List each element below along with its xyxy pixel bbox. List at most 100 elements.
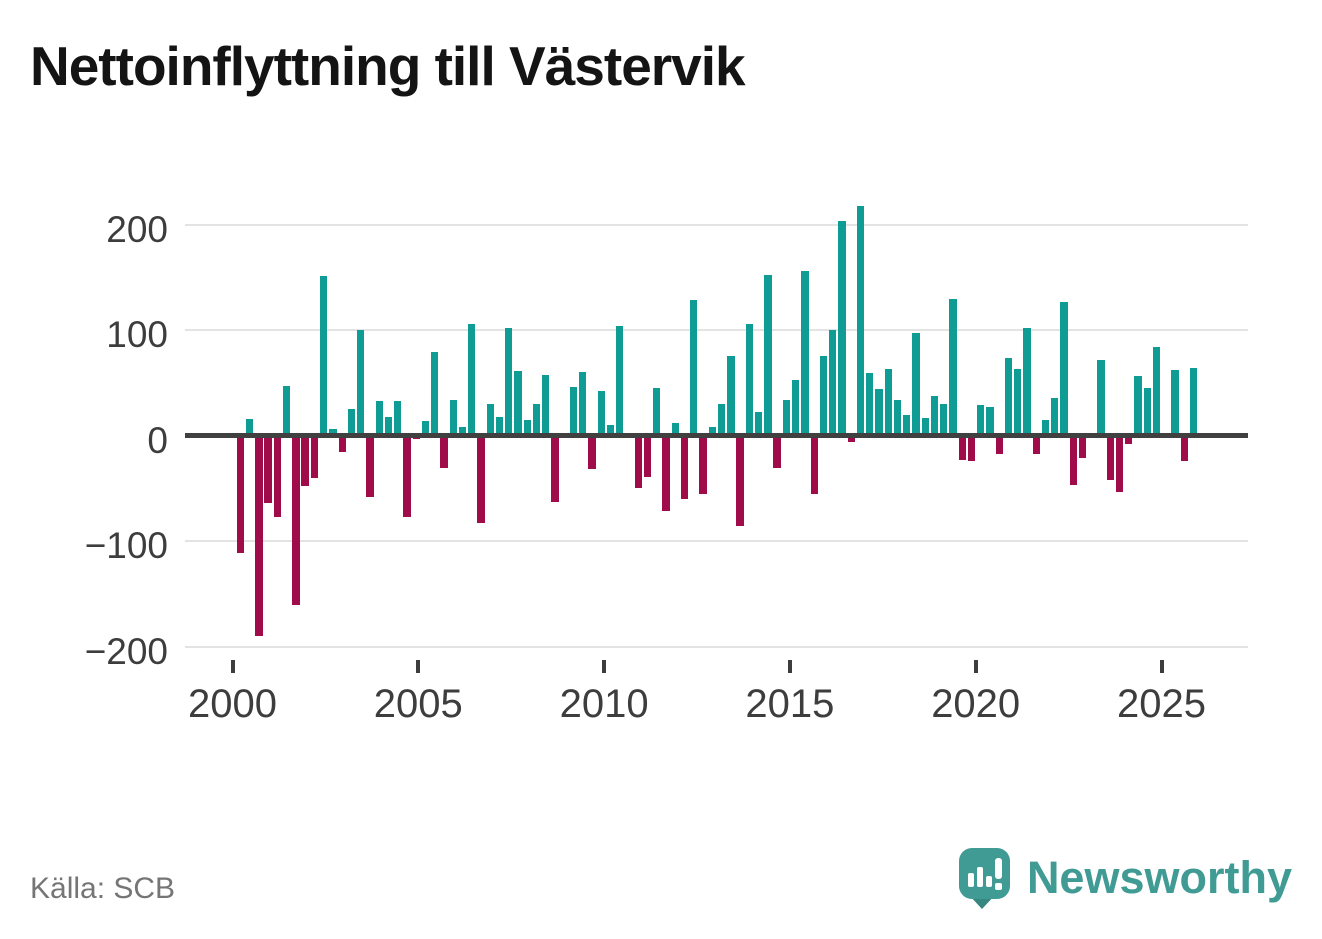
bar-2006-q4 xyxy=(486,403,494,436)
bar-2012-q4 xyxy=(708,427,716,436)
bar-2019-q2 xyxy=(949,299,957,436)
bar-2014-q3 xyxy=(773,435,781,469)
bar-2021-q2 xyxy=(1023,327,1031,436)
bar-2018-q3 xyxy=(921,417,929,436)
x-axis-zero-line xyxy=(185,433,1248,438)
x-tick-mark-2000 xyxy=(230,660,235,673)
bar-2025-q2 xyxy=(1171,370,1179,436)
bar-2011-q1 xyxy=(643,435,652,477)
bar-2001-q4 xyxy=(301,435,309,487)
bar-2015-q4 xyxy=(819,356,828,436)
bar-2008-q3 xyxy=(551,435,559,502)
bar-2022-q3 xyxy=(1069,435,1077,486)
bar-2003-q2 xyxy=(357,330,365,436)
x-axis-label-2010: 2010 xyxy=(559,682,649,726)
logo-mini-bar-2 xyxy=(976,867,983,887)
gridline-200 xyxy=(185,223,1248,226)
bar-2015-q2 xyxy=(801,270,809,436)
newsworthy-logo-icon xyxy=(958,847,1010,909)
bar-2024-q1 xyxy=(1125,435,1133,444)
x-tick-mark-2015 xyxy=(787,660,792,673)
bar-2019-q3 xyxy=(958,435,966,460)
bar-2005-q2 xyxy=(431,352,439,436)
brand-wordmark: Newsworthy xyxy=(1026,852,1292,903)
bar-2017-q2 xyxy=(875,389,883,436)
bar-2002-q3 xyxy=(329,429,337,436)
x-axis-label-2020: 2020 xyxy=(931,682,1021,726)
bar-2006-q3 xyxy=(477,435,485,524)
bar-2018-q4 xyxy=(930,396,939,436)
bar-2022-q4 xyxy=(1078,435,1087,458)
logo-exclamation-stem xyxy=(994,858,1002,879)
bar-2015-q1 xyxy=(791,379,800,436)
bar-2000-q1 xyxy=(236,435,244,553)
bar-2012-q1 xyxy=(680,435,689,499)
bar-2024-q4 xyxy=(1152,346,1161,436)
bar-2001-q2 xyxy=(282,385,291,436)
bar-2005-q4 xyxy=(449,399,457,436)
x-axis-label-2000: 2000 xyxy=(188,682,277,726)
logo-mini-bar-1 xyxy=(967,873,974,887)
gridline-100 xyxy=(185,329,1248,331)
bar-2010-q4 xyxy=(634,435,642,489)
bar-2016-q1 xyxy=(829,330,837,436)
bar-2011-q4 xyxy=(671,422,679,436)
bar-2002-q2 xyxy=(319,276,328,436)
y-axis-label-100: 100 xyxy=(106,314,168,355)
bar-2025-q3 xyxy=(1180,435,1188,461)
bar-2007-q4 xyxy=(523,419,531,436)
bar-2006-q2 xyxy=(468,323,476,436)
newsworthy-branding: Newsworthy xyxy=(958,843,1292,913)
bar-2014-q1 xyxy=(754,412,763,436)
bar-2002-q4 xyxy=(338,435,346,453)
bar-2016-q4 xyxy=(856,205,865,436)
bar-2020-q1 xyxy=(977,404,985,436)
bar-2012-q3 xyxy=(699,435,707,494)
bar-2006-q1 xyxy=(458,427,467,436)
bar-2000-q4 xyxy=(264,435,272,504)
chart-title: Nettoinflyttning till Västervik xyxy=(30,35,746,97)
bar-2017-q3 xyxy=(884,369,892,436)
bar-2009-q4 xyxy=(597,391,605,436)
y-axis-label--200: −200 xyxy=(84,630,168,672)
bar-2022-q2 xyxy=(1060,301,1068,436)
y-axis-label--100: −100 xyxy=(84,525,168,566)
bar-2008-q1 xyxy=(532,403,541,436)
x-axis-label-2005: 2005 xyxy=(373,682,463,726)
x-tick-mark-2005 xyxy=(416,660,421,673)
bar-2001-q3 xyxy=(292,435,300,606)
y-axis-label-200: 200 xyxy=(106,208,168,250)
x-axis-label-2025: 2025 xyxy=(1117,682,1206,726)
bar-2023-q4 xyxy=(1115,435,1124,493)
y-axis-label-0: 0 xyxy=(147,419,168,461)
bar-2022-q1 xyxy=(1051,397,1059,436)
bar-2017-q1 xyxy=(866,373,874,436)
gridline--100 xyxy=(185,540,1248,542)
bar-2012-q2 xyxy=(690,300,698,436)
bar-2019-q1 xyxy=(940,403,948,436)
bar-2003-q1 xyxy=(347,409,356,436)
bar-2001-q1 xyxy=(273,435,282,517)
bar-2014-q2 xyxy=(764,275,772,436)
bar-2011-q3 xyxy=(662,435,670,512)
bar-2011-q2 xyxy=(653,388,661,436)
bar-2013-q3 xyxy=(736,435,744,527)
bar-2004-q3 xyxy=(403,435,411,517)
bar-2005-q1 xyxy=(421,420,430,436)
logo-bubble xyxy=(958,848,1010,899)
x-tick-mark-2025 xyxy=(1159,660,1164,673)
bar-2009-q1 xyxy=(569,386,578,436)
bar-2003-q3 xyxy=(366,435,374,497)
bar-2017-q4 xyxy=(893,399,902,436)
bar-2004-q2 xyxy=(394,400,402,436)
bar-2019-q4 xyxy=(967,435,976,461)
bar-2010-q2 xyxy=(616,325,624,436)
bar-2021-q1 xyxy=(1014,369,1022,436)
bar-2009-q2 xyxy=(579,372,587,436)
bar-2013-q2 xyxy=(727,356,735,436)
logo-mini-bar-3 xyxy=(985,876,992,887)
bar-2008-q2 xyxy=(542,375,550,436)
bar-2000-q3 xyxy=(255,435,263,636)
bar-2007-q1 xyxy=(495,416,504,436)
